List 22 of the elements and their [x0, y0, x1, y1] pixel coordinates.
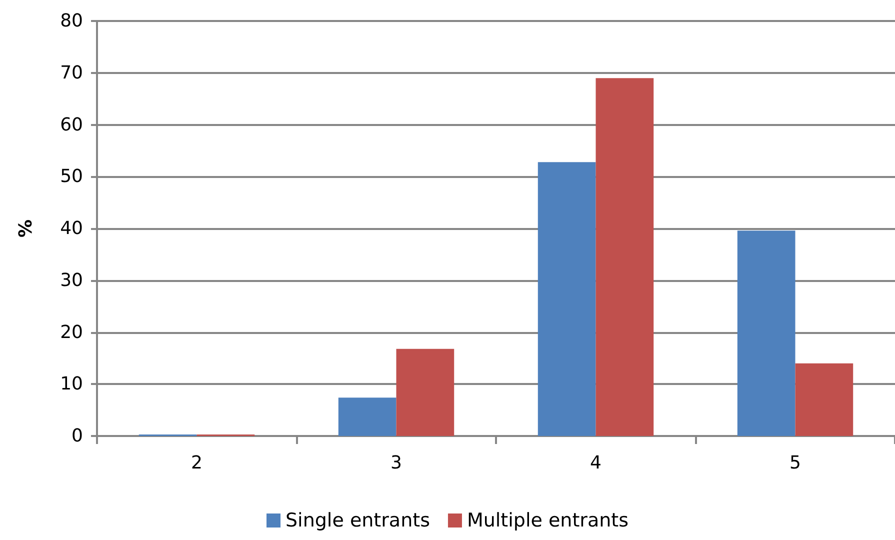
y-tick-label: 40 [60, 218, 83, 239]
y-tick-label: 10 [60, 374, 83, 395]
bar [538, 162, 596, 436]
y-tick-label: 70 [60, 62, 83, 84]
bar [737, 230, 796, 436]
y-tick-label: 80 [60, 10, 83, 32]
y-tick-label: 60 [60, 114, 83, 136]
y-tick-label: 30 [60, 270, 83, 291]
legend-label: Multiple entrants [466, 510, 629, 532]
y-tick-label: 20 [60, 322, 83, 343]
y-tick-label: 50 [60, 166, 83, 188]
x-tick-label: 5 [790, 452, 801, 474]
y-tick-label: 0 [72, 426, 83, 446]
x-tick-label: 4 [590, 452, 602, 474]
legend-label: Single entrants [285, 510, 430, 532]
bar [596, 78, 654, 436]
x-tick-label: 2 [191, 452, 202, 474]
bar [338, 398, 396, 436]
y-axis-title: % [16, 219, 36, 238]
bar [396, 348, 454, 436]
x-tick-label: 3 [390, 452, 402, 474]
bar [795, 363, 854, 436]
